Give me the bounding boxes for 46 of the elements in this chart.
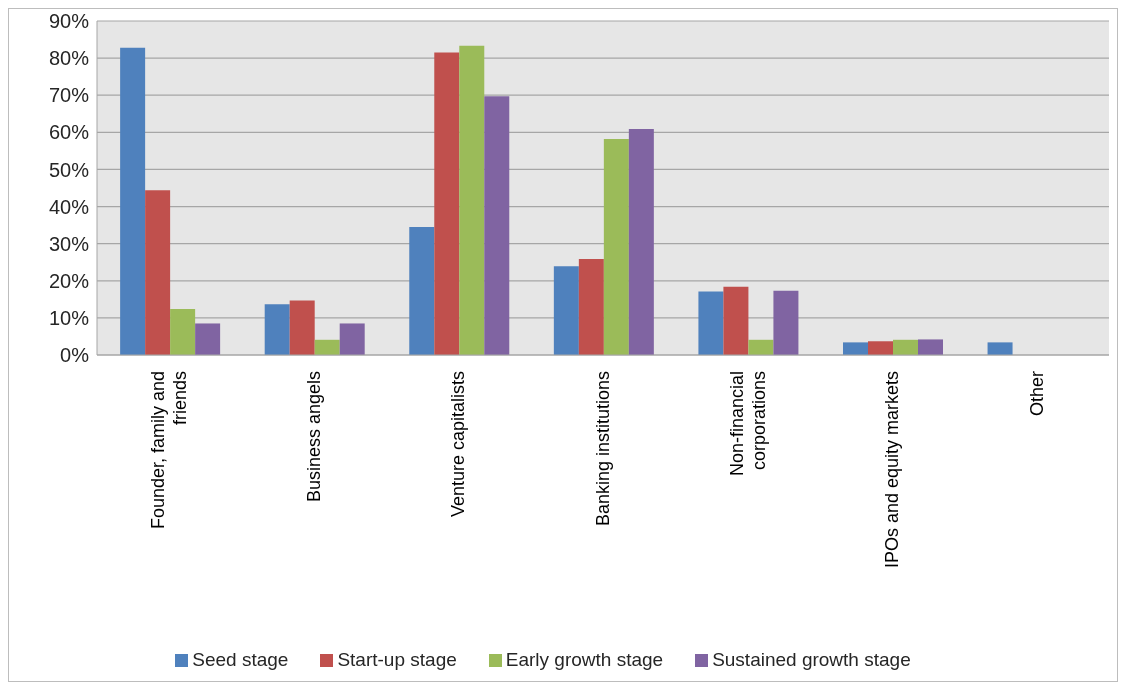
- y-tick-label: 70%: [48, 84, 90, 107]
- bar: [867, 341, 893, 355]
- y-tick-label: 20%: [48, 269, 90, 292]
- bar: [459, 45, 485, 355]
- bar: [264, 304, 290, 355]
- bar: [120, 47, 146, 355]
- x-tick-label: Venture capitalists: [448, 371, 469, 518]
- y-tick-label: 90%: [48, 10, 90, 33]
- y-tick-label: 10%: [48, 306, 90, 329]
- legend-label: Start-up stage: [337, 649, 457, 670]
- x-tick-label: Business angels: [303, 371, 324, 503]
- bar: [987, 342, 1013, 355]
- y-tick-label: 80%: [48, 47, 90, 70]
- legend-label: Sustained growth stage: [712, 649, 911, 670]
- x-tick-label: IPOs and equity markets: [882, 371, 903, 569]
- bar: [842, 342, 868, 355]
- x-tick-label: Banking institutions: [593, 371, 613, 527]
- bar: [484, 96, 510, 355]
- bar: [314, 339, 340, 355]
- bar: [578, 258, 604, 355]
- bar: [409, 226, 435, 355]
- bar: [170, 308, 196, 355]
- bar: [145, 190, 171, 355]
- y-tick-label: 40%: [48, 195, 90, 218]
- bar: [748, 339, 774, 355]
- y-tick-label: 50%: [48, 158, 90, 181]
- bar: [195, 323, 221, 355]
- bar: [698, 291, 724, 355]
- bar: [723, 286, 749, 355]
- x-tick-label: Other: [1026, 371, 1047, 417]
- bar: [892, 339, 918, 355]
- bar: [434, 52, 460, 355]
- legend-label: Early growth stage: [505, 649, 664, 670]
- x-tick-label: Founder, family and friends: [148, 371, 191, 530]
- bar: [628, 128, 654, 355]
- y-tick-label: 0%: [60, 344, 90, 367]
- bar: [603, 139, 629, 355]
- legend-label: Seed stage: [192, 649, 289, 670]
- y-tick-label: 30%: [48, 232, 90, 255]
- y-tick-label: 60%: [48, 121, 90, 144]
- bar: [289, 300, 315, 355]
- x-tick-label: Non-financial corporations: [726, 371, 769, 477]
- bar: [339, 323, 365, 355]
- bar: [917, 339, 943, 355]
- bar: [773, 290, 799, 355]
- bar: [553, 266, 579, 355]
